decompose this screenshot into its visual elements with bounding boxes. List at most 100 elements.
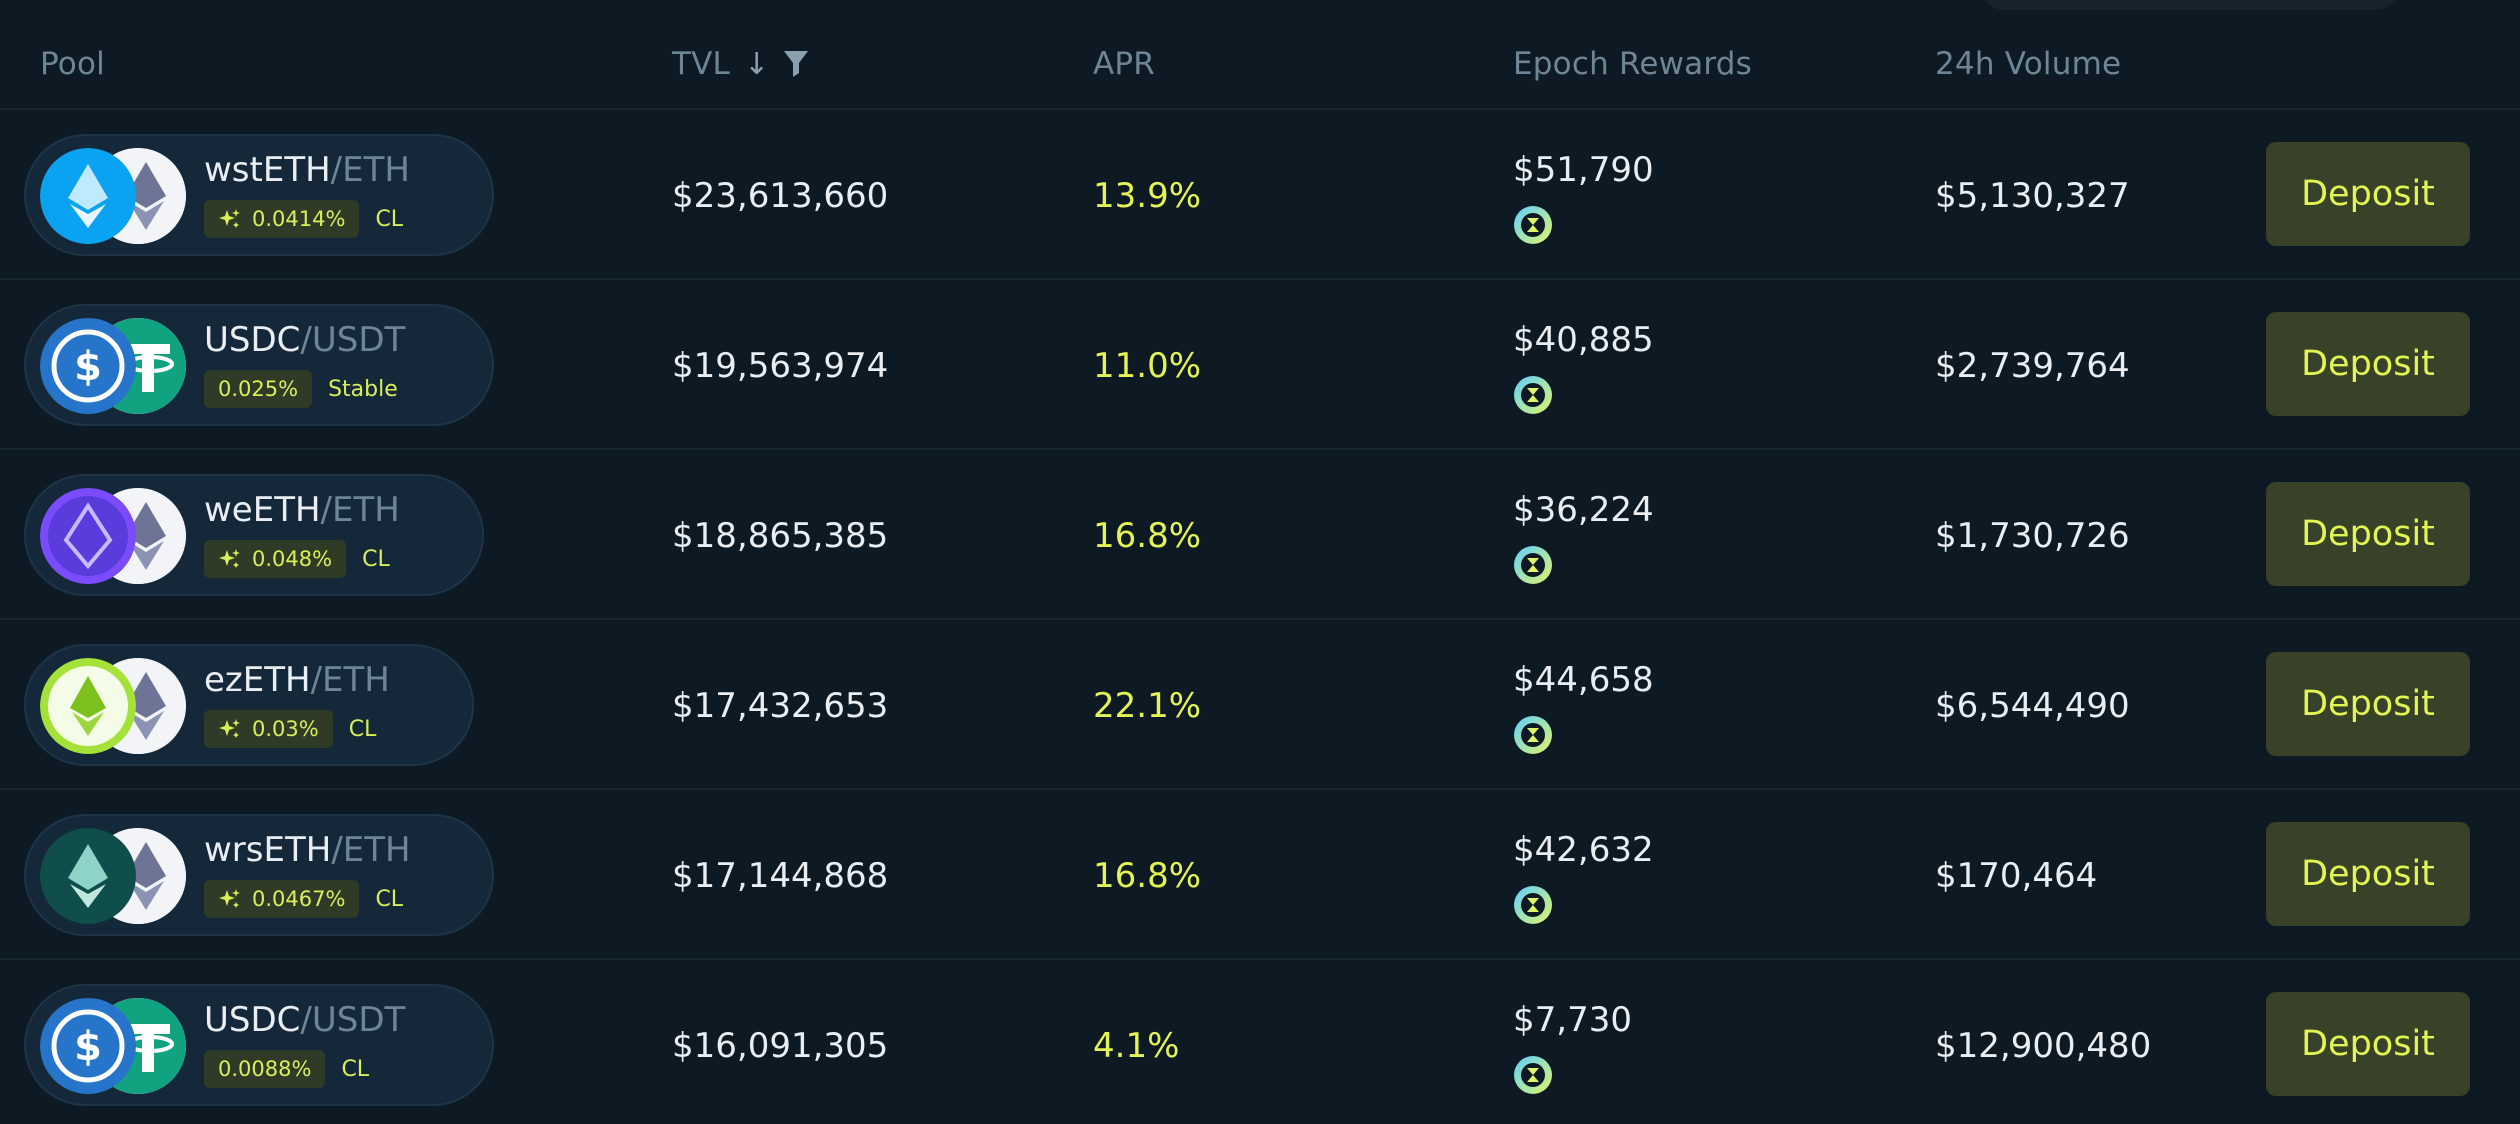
tvl-value: $23,613,660 (672, 176, 889, 216)
pool-pair-name: weETH/ETH (204, 490, 400, 530)
ezeth-token-icon (40, 658, 136, 754)
volume-value: $170,464 (1935, 856, 2098, 896)
epoch-rewards-value: $36,224 (1513, 490, 1654, 530)
epoch-rewards-value: $44,658 (1513, 660, 1654, 700)
pool-pill[interactable]: wrsETH/ETH 0.0467% CL (24, 814, 494, 936)
pool-base-token: USDC (204, 1000, 301, 1040)
apr-value: 13.9% (1093, 176, 1202, 216)
fee-badge: 0.025% (204, 370, 313, 408)
table-row[interactable]: ezETH/ETH 0.03% CL $17,432,653 22.1% $44… (0, 620, 2520, 790)
wsteth-token-icon (40, 148, 136, 244)
deposit-button[interactable]: Deposit (2266, 822, 2470, 926)
pool-type-label: CL (375, 886, 404, 912)
header-apr[interactable]: APR (1093, 46, 1155, 82)
volume-value: $5,130,327 (1935, 176, 2130, 216)
pool-base-token: USDC (204, 320, 301, 360)
header-tvl-label: TVL (672, 46, 731, 82)
volume-value: $1,730,726 (1935, 516, 2130, 556)
apr-value: 16.8% (1093, 516, 1202, 556)
pool-pill[interactable]: wstETH/ETH 0.0414% CL (24, 134, 494, 256)
pool-type-label: Stable (328, 376, 398, 402)
pool-quote-token: /USDT (300, 320, 406, 360)
usdc-token-icon: $ (40, 318, 136, 414)
funnel-icon[interactable] (783, 49, 809, 79)
header-apr-label: APR (1093, 46, 1156, 82)
top-decoration (1980, 0, 2400, 10)
epoch-rewards-value: $40,885 (1513, 320, 1654, 360)
deposit-button[interactable]: Deposit (2266, 142, 2470, 246)
pool-pair-name: USDC/USDT (204, 320, 405, 360)
usdc-token-icon: $ (40, 998, 136, 1094)
reward-token-icon (1514, 886, 1552, 924)
pool-pair-name: wstETH/ETH (204, 150, 410, 190)
pool-type-label: CL (362, 546, 390, 572)
volume-value: $12,900,480 (1935, 1026, 2152, 1066)
table-row[interactable]: $ USDC/USDT 0.025% Stable $19,563,974 11… (0, 280, 2520, 450)
pool-pill[interactable]: weETH/ETH 0.048% CL (24, 474, 484, 596)
pool-type-label: CL (341, 1056, 370, 1082)
fee-badge: 0.03% (204, 710, 333, 748)
pool-base-token: wstETH (204, 150, 331, 190)
reward-token-icon (1514, 206, 1552, 244)
fee-value: 0.03% (252, 717, 319, 741)
pool-pill[interactable]: ezETH/ETH 0.03% CL (24, 644, 474, 766)
tvl-value: $16,091,305 (672, 1026, 889, 1066)
sparkle-icon (218, 717, 242, 741)
header-pool[interactable]: Pool (40, 46, 105, 82)
arrow-down-icon[interactable]: ↓ (744, 46, 770, 82)
volume-value: $6,544,490 (1935, 686, 2130, 726)
epoch-rewards-value: $51,790 (1513, 150, 1654, 190)
fee-value: 0.025% (218, 377, 299, 401)
fee-badge: 0.0414% (204, 200, 360, 238)
pool-quote-token: /USDT (300, 1000, 406, 1040)
header-epoch-rewards[interactable]: Epoch Rewards (1513, 46, 1752, 82)
pool-pill[interactable]: $ USDC/USDT 0.025% Stable (24, 304, 494, 426)
tvl-value: $17,144,868 (672, 856, 889, 896)
header-volume-label: 24h Volume (1935, 46, 2122, 82)
apr-value: 22.1% (1093, 686, 1202, 726)
table-row[interactable]: wrsETH/ETH 0.0467% CL $17,144,868 16.8% … (0, 790, 2520, 960)
sparkle-icon (218, 547, 242, 571)
deposit-button[interactable]: Deposit (2266, 652, 2470, 756)
header-tvl[interactable]: TVL ↓ (672, 46, 809, 82)
reward-token-icon (1514, 546, 1552, 584)
pool-quote-token: /ETH (331, 830, 411, 870)
sparkle-icon (218, 887, 242, 911)
tvl-value: $17,432,653 (672, 686, 889, 726)
reward-token-icon (1514, 1056, 1552, 1094)
deposit-button[interactable]: Deposit (2266, 312, 2470, 416)
header-volume[interactable]: 24h Volume (1935, 46, 2121, 82)
table-row[interactable]: weETH/ETH 0.048% CL $18,865,385 16.8% $3… (0, 450, 2520, 620)
volume-value: $2,739,764 (1935, 346, 2130, 386)
fee-value: 0.048% (252, 547, 333, 571)
pool-quote-token: /ETH (320, 490, 400, 530)
apr-value: 4.1% (1093, 1026, 1180, 1066)
fee-badge: 0.0088% (204, 1050, 326, 1088)
pool-pair-name: ezETH/ETH (204, 660, 390, 700)
pool-quote-token: /ETH (310, 660, 390, 700)
table-header: Pool TVL ↓ APR Epoch Rewards 24h Volume (0, 0, 2520, 110)
fee-value: 0.0088% (218, 1057, 312, 1081)
reward-token-icon (1514, 376, 1552, 414)
pool-base-token: ezETH (204, 660, 311, 700)
deposit-button[interactable]: Deposit (2266, 482, 2470, 586)
wrseth-token-icon (40, 828, 136, 924)
apr-value: 16.8% (1093, 856, 1202, 896)
pool-pair-name: wrsETH/ETH (204, 830, 411, 870)
sparkle-icon (218, 207, 242, 231)
fee-badge: 0.048% (204, 540, 347, 578)
table-row[interactable]: wstETH/ETH 0.0414% CL $23,613,660 13.9% … (0, 110, 2520, 280)
pool-pill[interactable]: $ USDC/USDT 0.0088% CL (24, 984, 494, 1106)
deposit-button[interactable]: Deposit (2266, 992, 2470, 1096)
pool-base-token: wrsETH (204, 830, 332, 870)
pool-type-label: CL (375, 206, 404, 232)
fee-badge: 0.0467% (204, 880, 360, 918)
table-row[interactable]: $ USDC/USDT 0.0088% CL $16,091,305 4.1% … (0, 960, 2520, 1124)
tvl-value: $19,563,974 (672, 346, 889, 386)
pool-type-label: CL (348, 716, 377, 742)
epoch-rewards-value: $7,730 (1513, 1000, 1632, 1040)
svg-text:$: $ (74, 1024, 102, 1070)
epoch-rewards-value: $42,632 (1513, 830, 1654, 870)
header-pool-label: Pool (40, 46, 105, 82)
pool-pair-name: USDC/USDT (204, 1000, 405, 1040)
